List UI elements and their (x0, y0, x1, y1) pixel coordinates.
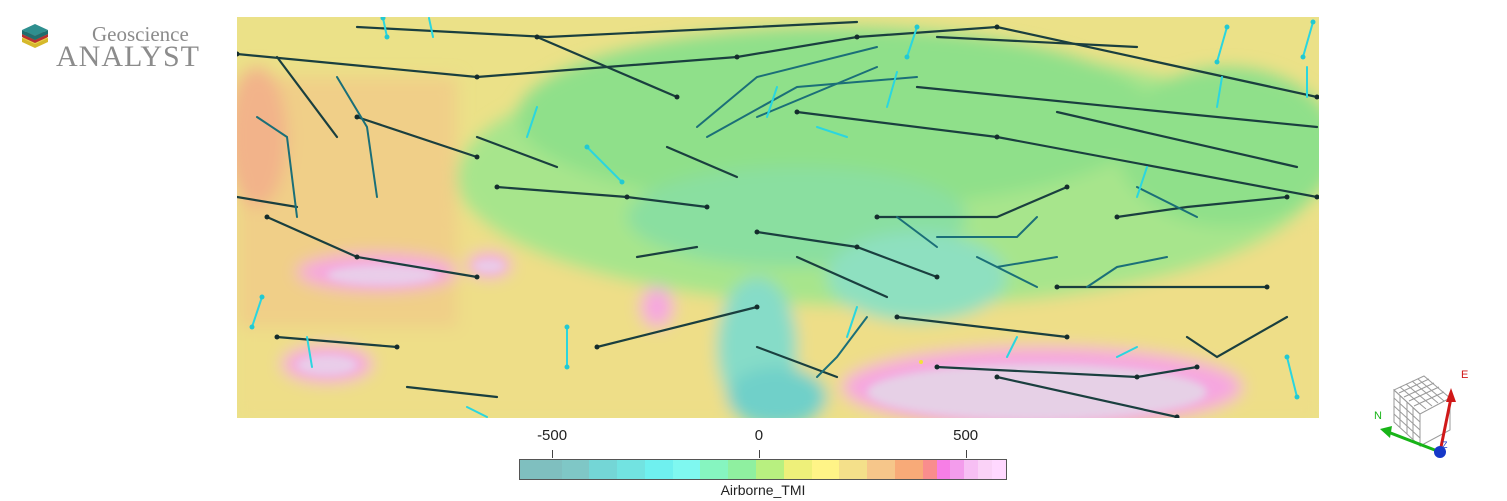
colorbar-swatch (520, 460, 562, 479)
logo-text-analyst: ANALYST (56, 40, 200, 73)
colorbar-swatch (978, 460, 993, 479)
colorbar-tick-mark (552, 450, 554, 458)
colorbar-swatch (589, 460, 618, 479)
colorbar-swatch (964, 460, 979, 479)
cyan-nodes (249, 15, 1316, 400)
colorbar-tick-label: -500 (537, 427, 568, 444)
colorbar-swatch (811, 460, 840, 479)
colorbar-swatch (950, 460, 965, 479)
colorbar-swatch (700, 460, 729, 479)
orientation-axes-icon: E N Z (1374, 369, 1468, 458)
colorbar-tick-label: 500 (953, 427, 979, 444)
axis-east-label: E (1461, 369, 1468, 381)
colorbar-swatch (756, 460, 784, 479)
colorbar-tick-mark (758, 450, 760, 458)
colorbar-swatch (936, 460, 951, 479)
colorbar-swatch (867, 460, 895, 479)
orientation-axes-widget[interactable]: E N Z (1362, 362, 1478, 462)
axis-z-label: Z (1442, 440, 1448, 450)
colorbar-title: Airborne_TMI (720, 482, 806, 498)
colorbar-tick-mark (965, 450, 967, 458)
colorbar-gradient (519, 459, 1007, 480)
lineaments-teal (256, 46, 1198, 378)
colorbar-swatch (783, 460, 812, 479)
lineaments-dark (235, 20, 1319, 419)
colorbar-swatch (728, 460, 757, 479)
colorbar-swatch (561, 460, 590, 479)
geoscience-analyst-logo: Geoscience ANALYST (18, 22, 200, 73)
colorbar-swatch (644, 460, 673, 479)
lineament-nodes (234, 24, 1320, 420)
tmi-map-viewport[interactable] (227, 15, 1337, 427)
logo-text-geoscience: Geoscience (92, 22, 189, 46)
colorbar-swatch (672, 460, 701, 479)
colorbar-swatch (839, 460, 868, 479)
colorbar-swatch (617, 460, 645, 479)
colorbar-legend: -500 0 500 Airborne_TMI (518, 427, 1008, 499)
colorbar-swatch (992, 460, 1006, 479)
map-canvas[interactable] (227, 15, 1337, 427)
colorbar-tick-label: 0 (754, 427, 764, 444)
logo-stack-icon (22, 24, 48, 48)
colorbar-swatch (922, 460, 937, 479)
axis-north-label: N (1374, 410, 1382, 422)
colorbar-swatch (894, 460, 923, 479)
lineaments-cyan (251, 17, 1314, 418)
